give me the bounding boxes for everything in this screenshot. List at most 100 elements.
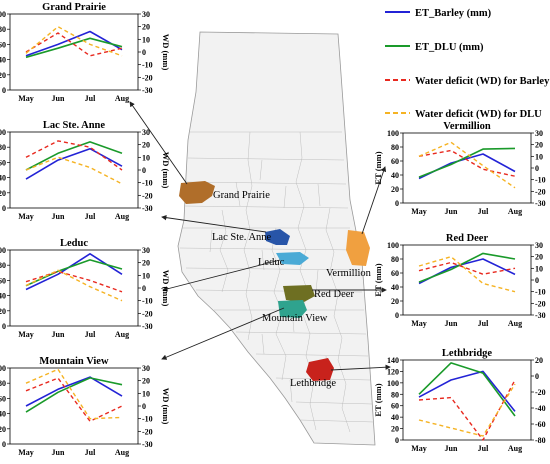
left-tick-label: 20 xyxy=(391,425,399,434)
x-tick-label: May xyxy=(411,444,427,453)
left-tick-label: 40 xyxy=(0,174,6,183)
series-line-0 xyxy=(25,253,123,291)
arrow-vermillion xyxy=(361,166,387,235)
right-tick-label: -30 xyxy=(535,311,546,320)
x-tick-label: Jun xyxy=(445,319,458,328)
series-line-1 xyxy=(418,147,516,178)
right-tick-label: 20 xyxy=(142,377,150,386)
region-red-deer xyxy=(283,285,315,302)
right-tick-label: -30 xyxy=(142,86,153,95)
right-tick-label: 0 xyxy=(535,372,539,381)
series-line-2 xyxy=(25,270,123,293)
right-tick-label: 30 xyxy=(535,129,543,138)
left-tick-label: 100 xyxy=(387,241,399,250)
x-tick-label: May xyxy=(18,212,34,221)
x-tick-label: Jul xyxy=(85,212,96,221)
x-tick-label: Aug xyxy=(115,94,129,103)
y-axis-label: ET (mm) xyxy=(373,263,383,296)
left-tick-label: 100 xyxy=(0,10,6,19)
right-tick-label: -10 xyxy=(535,288,546,297)
left-tick-label: 20 xyxy=(0,425,6,434)
arrow-leduc xyxy=(162,259,281,292)
right-tick-label: 30 xyxy=(142,246,150,255)
right-tick-label: -10 xyxy=(142,415,153,424)
region-leduc xyxy=(276,252,309,265)
left-tick-label: 20 xyxy=(0,71,6,80)
right-tick-label: 30 xyxy=(535,241,543,250)
map-label-red-deer: Red Deer xyxy=(314,289,354,300)
plot-frame xyxy=(9,13,139,91)
right-tick-label: 20 xyxy=(535,141,543,150)
right-tick-label: 30 xyxy=(142,364,150,373)
x-tick-label: May xyxy=(18,448,34,457)
series-line-3 xyxy=(25,156,123,185)
series-line-3 xyxy=(418,141,516,189)
left-tick-label: 100 xyxy=(0,364,6,373)
left-tick-label: 80 xyxy=(0,143,6,152)
left-tick-label: 80 xyxy=(391,255,399,264)
left-tick-label: 100 xyxy=(387,129,399,138)
series-line-3 xyxy=(418,256,516,293)
x-tick-label: Jun xyxy=(445,207,458,216)
x-tick-label: Jul xyxy=(85,330,96,339)
left-tick-label: 20 xyxy=(0,189,6,198)
map-label-lethbridge: Lethbridge xyxy=(290,378,336,389)
x-tick-label: Aug xyxy=(115,448,129,457)
x-tick-label: Aug xyxy=(115,212,129,221)
right-tick-label: -20 xyxy=(535,299,546,308)
y2-axis-label: WD (mm) xyxy=(161,270,171,307)
left-tick-label: 40 xyxy=(391,413,399,422)
left-tick-label: 100 xyxy=(0,246,6,255)
right-tick-label: -10 xyxy=(142,179,153,188)
right-tick-label: 20 xyxy=(142,23,150,32)
x-tick-label: Jun xyxy=(52,330,65,339)
left-tick-label: 80 xyxy=(0,379,6,388)
left-tick-label: 0 xyxy=(2,440,6,449)
series-line-2 xyxy=(418,149,516,177)
left-tick-label: 40 xyxy=(0,410,6,419)
left-tick-label: 60 xyxy=(0,276,6,285)
series-line-0 xyxy=(418,370,516,412)
left-tick-label: 0 xyxy=(2,86,6,95)
chart-title: Lethbridge xyxy=(442,348,493,359)
right-tick-label: 30 xyxy=(142,128,150,137)
x-tick-label: Aug xyxy=(115,330,129,339)
legend: ET_Barley (mm) ET_DLU (mm) Water deficit (… xyxy=(385,8,550,120)
region-lac-ste-anne xyxy=(265,229,290,245)
x-tick-label: May xyxy=(18,94,34,103)
left-tick-label: 60 xyxy=(0,158,6,167)
chart-title: Vermillion xyxy=(443,121,491,132)
x-tick-label: May xyxy=(411,207,427,216)
right-tick-label: -80 xyxy=(535,436,546,445)
left-tick-label: 60 xyxy=(391,269,399,278)
region-mountain-view xyxy=(278,300,307,318)
right-tick-label: -30 xyxy=(535,199,546,208)
series-line-0 xyxy=(25,376,123,407)
arrow-lethbridge xyxy=(330,364,391,371)
chart-lethbridge: Lethbridge 0 20 40 60 80 100 120 140 -80 -60 -40 -20… xyxy=(373,348,546,453)
chart-mountain-view: Mountain View 0 20 40 60 80 100 -30 -20 -10 0 10 20 3… xyxy=(0,356,171,457)
y2-axis-label: WD (mm) xyxy=(161,34,171,71)
chart-title: Mountain View xyxy=(39,356,109,367)
plot-frame xyxy=(402,132,532,204)
x-tick-label: Jun xyxy=(52,448,65,457)
chart-leduc: Leduc 0 20 40 60 80 100 -30 -20 -10 0 10 20 30 May Jun J… xyxy=(0,238,171,339)
right-tick-label: 0 xyxy=(142,48,146,57)
series-line-0 xyxy=(25,30,123,57)
right-tick-label: -20 xyxy=(535,187,546,196)
x-tick-label: Jul xyxy=(85,448,96,457)
alberta-map: Grand Prairie Lac Ste. Anne Leduc Vermil… xyxy=(177,31,376,446)
y2-axis-label: WD (mm) xyxy=(161,388,171,425)
left-tick-label: 60 xyxy=(0,394,6,403)
x-tick-label: Jul xyxy=(478,444,489,453)
x-tick-label: Jul xyxy=(478,207,489,216)
left-tick-label: 0 xyxy=(2,204,6,213)
right-tick-label: 0 xyxy=(142,402,146,411)
region-lethbridge xyxy=(306,358,334,381)
x-tick-label: Aug xyxy=(508,444,522,453)
legend-label-0: ET_Barley (mm) xyxy=(415,8,492,19)
right-tick-label: 10 xyxy=(142,389,150,398)
x-tick-label: Jul xyxy=(85,94,96,103)
